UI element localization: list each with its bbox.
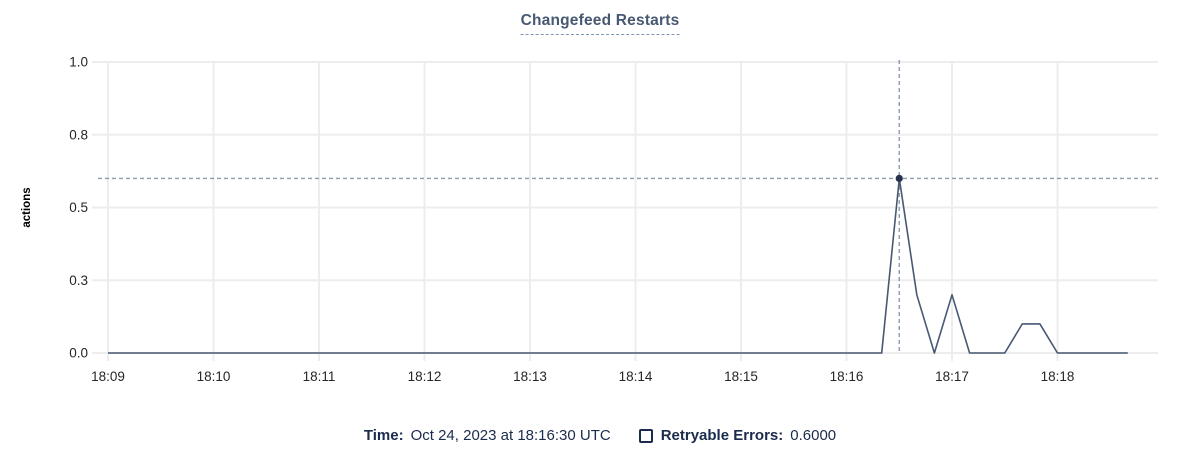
legend-item-retryable-errors[interactable]: Retryable Errors: 0.6000: [638, 426, 837, 446]
x-tick-label: 18:15: [724, 369, 758, 384]
y-tick-label: 0.5: [69, 200, 88, 215]
hover-point-dot: [895, 174, 903, 182]
x-tick-label: 18:16: [830, 369, 864, 384]
x-tick-label: 18:11: [303, 369, 336, 384]
time-value: Oct 24, 2023 at 18:16:30 UTC: [410, 427, 611, 444]
chart-title[interactable]: Changefeed Restarts: [520, 12, 680, 35]
y-tick-label: 0.3: [69, 273, 88, 288]
y-tick-label: 1.0: [69, 55, 88, 70]
x-tick-label: 18:18: [1041, 369, 1075, 384]
x-tick-label: 18:14: [619, 369, 653, 384]
series-line-retryable-errors: [108, 177, 1128, 354]
time-label: Time:: [363, 427, 404, 444]
y-axis-label: actions: [21, 187, 33, 227]
legend-series-value: 0.6000: [790, 427, 837, 444]
legend-series-label: Retryable Errors:: [660, 427, 784, 444]
chart-plot-area[interactable]: 18:09 18:10 18:11 18:12 18:13 18:14 18:15 18:16…: [0, 0, 1200, 415]
x-tick-label: 18:09: [91, 369, 125, 384]
legend-checkbox-icon[interactable]: [638, 429, 653, 443]
x-tick-label: 18:17: [935, 369, 969, 384]
y-tick-label: 0.0: [69, 346, 88, 361]
x-tick-label: 18:10: [197, 369, 231, 384]
chart-footer: Time: Oct 24, 2023 at 18:16:30 UTC Retry…: [0, 426, 1200, 446]
y-tick-label: 0.8: [69, 127, 88, 142]
x-tick-label: 18:13: [513, 369, 547, 384]
x-tick-label: 18:12: [408, 369, 442, 384]
